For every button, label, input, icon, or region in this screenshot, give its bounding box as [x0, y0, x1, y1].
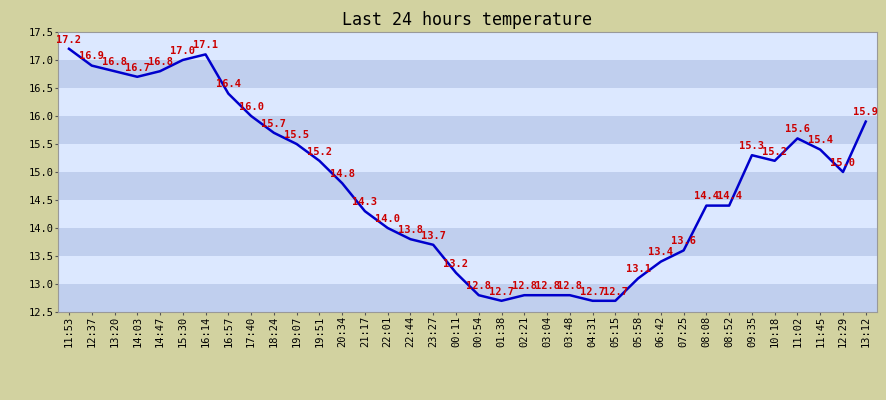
Text: 13.6: 13.6	[671, 236, 696, 246]
Bar	[58, 284, 877, 312]
Text: 15.0: 15.0	[830, 158, 856, 168]
Text: 17.2: 17.2	[57, 35, 82, 45]
Text: 16.7: 16.7	[125, 63, 150, 73]
Text: 13.4: 13.4	[649, 248, 673, 258]
Text: 14.4: 14.4	[694, 192, 719, 202]
Bar	[58, 116, 877, 144]
Text: 14.0: 14.0	[375, 214, 400, 224]
Text: 15.7: 15.7	[261, 119, 286, 129]
Text: 16.8: 16.8	[102, 57, 127, 67]
Text: 13.7: 13.7	[421, 231, 446, 241]
Text: 15.9: 15.9	[853, 108, 878, 118]
Text: 15.3: 15.3	[740, 141, 765, 151]
Text: 15.6: 15.6	[785, 124, 810, 134]
Text: 12.7: 12.7	[489, 287, 514, 297]
Bar	[58, 172, 877, 200]
Text: 15.4: 15.4	[808, 136, 833, 146]
Text: 16.0: 16.0	[238, 102, 264, 112]
Text: 13.1: 13.1	[626, 264, 650, 274]
Bar	[58, 200, 877, 228]
Text: 14.4: 14.4	[717, 192, 742, 202]
Text: 16.8: 16.8	[148, 57, 173, 67]
Text: 12.7: 12.7	[580, 287, 605, 297]
Text: 17.1: 17.1	[193, 40, 218, 50]
Text: 15.2: 15.2	[307, 147, 332, 157]
Text: 12.8: 12.8	[512, 281, 537, 291]
Text: 12.8: 12.8	[534, 281, 560, 291]
Text: 16.9: 16.9	[79, 52, 105, 62]
Text: 17.0: 17.0	[170, 46, 195, 56]
Text: 15.2: 15.2	[762, 147, 787, 157]
Bar	[58, 88, 877, 116]
Text: 15.5: 15.5	[284, 130, 309, 140]
Text: 12.8: 12.8	[557, 281, 582, 291]
Bar	[58, 256, 877, 284]
Bar	[58, 60, 877, 88]
Text: 13.2: 13.2	[444, 259, 469, 269]
Text: 12.7: 12.7	[602, 287, 628, 297]
Text: 14.8: 14.8	[330, 169, 354, 179]
Bar	[58, 144, 877, 172]
Bar	[58, 228, 877, 256]
Text: 14.3: 14.3	[353, 197, 377, 207]
Text: 13.8: 13.8	[398, 225, 423, 235]
Bar	[58, 32, 877, 60]
Text: 12.8: 12.8	[466, 281, 491, 291]
Text: 16.4: 16.4	[216, 80, 241, 90]
Title: Last 24 hours temperature: Last 24 hours temperature	[342, 11, 593, 29]
